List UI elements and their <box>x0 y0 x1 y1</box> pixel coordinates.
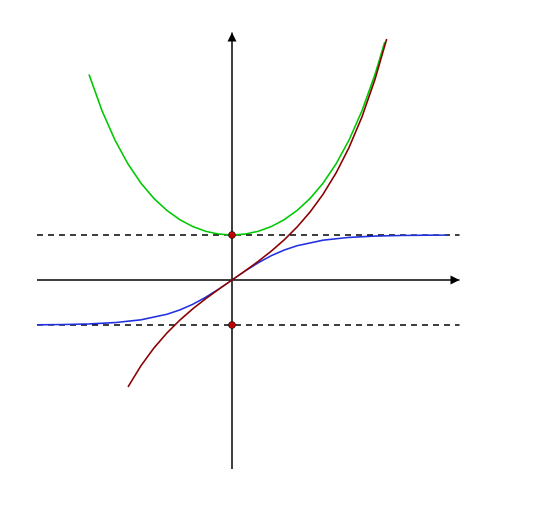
marker-point <box>229 322 236 329</box>
hyperbolic-functions-chart <box>0 0 551 515</box>
marker-point <box>229 232 236 239</box>
